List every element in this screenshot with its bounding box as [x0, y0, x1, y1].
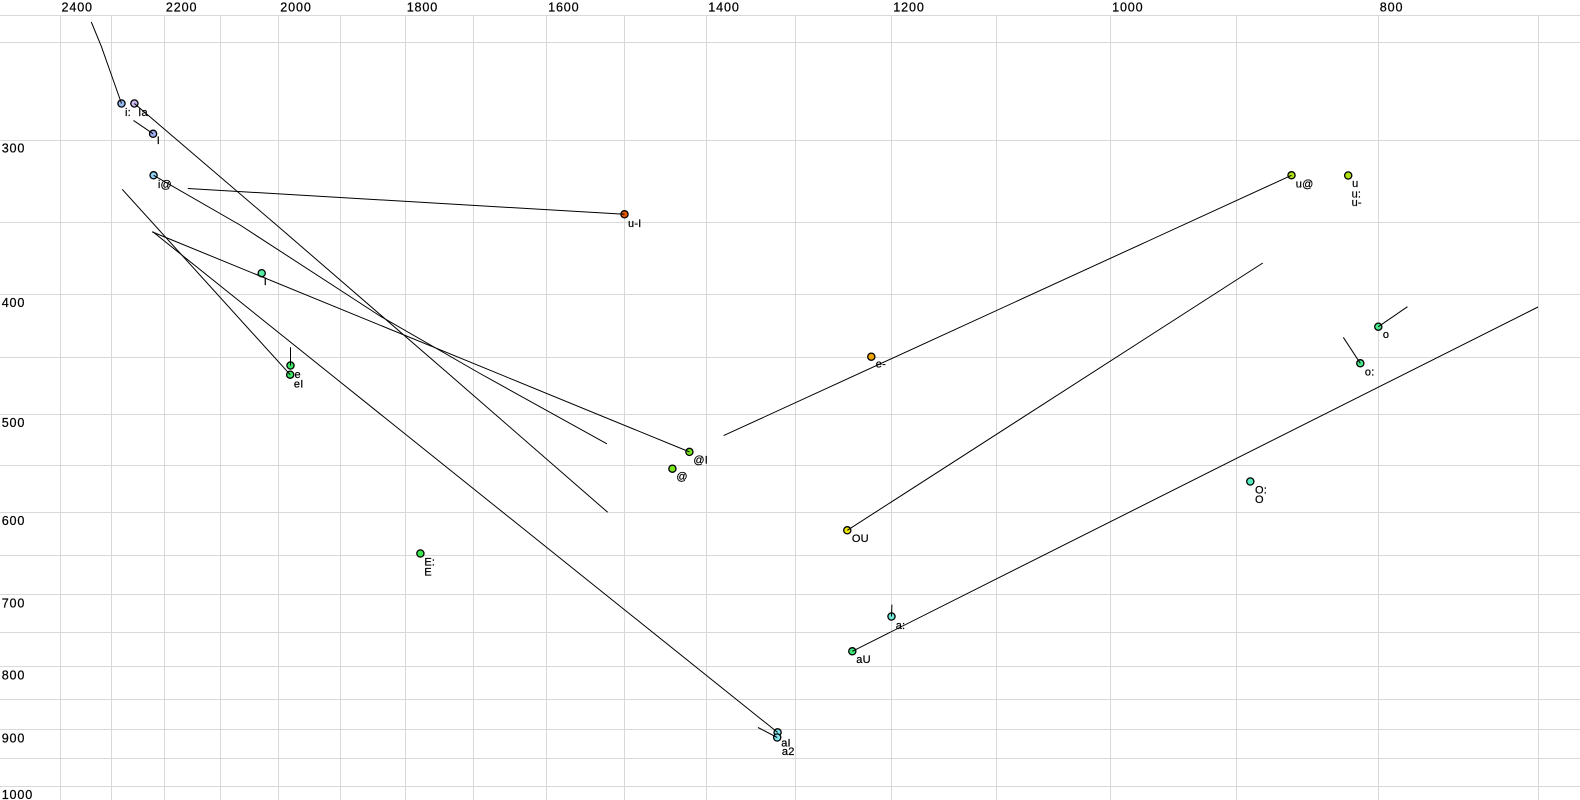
- svg-text:I: I: [157, 135, 160, 147]
- svg-text:eI: eI: [294, 378, 304, 390]
- svg-text:u-I: u-I: [628, 218, 641, 230]
- svg-text:u:: u:: [1352, 189, 1362, 201]
- svg-text:e-: e-: [876, 359, 886, 371]
- svg-text:OU: OU: [852, 533, 869, 545]
- svg-text:300: 300: [2, 142, 26, 156]
- svg-text:e: e: [295, 369, 301, 381]
- svg-text:o: o: [1383, 329, 1389, 341]
- svg-text:800: 800: [2, 668, 26, 682]
- svg-text:aI: aI: [781, 738, 791, 750]
- svg-text:I: I: [264, 276, 267, 288]
- svg-text:i:: i:: [125, 107, 131, 119]
- svg-text:u@: u@: [1296, 179, 1314, 191]
- svg-text:o:: o:: [1365, 367, 1375, 379]
- svg-text:800: 800: [1380, 1, 1404, 15]
- svg-text:600: 600: [2, 514, 26, 528]
- svg-text:2200: 2200: [166, 1, 197, 15]
- svg-text:1000: 1000: [1112, 1, 1143, 15]
- svg-text:700: 700: [2, 597, 26, 611]
- svg-text:900: 900: [2, 732, 26, 746]
- svg-text:500: 500: [2, 416, 26, 430]
- svg-text:E:: E:: [424, 556, 435, 568]
- svg-text:1400: 1400: [708, 1, 739, 15]
- svg-text:@I: @I: [693, 454, 708, 466]
- svg-text:E: E: [424, 566, 432, 578]
- svg-text:400: 400: [2, 296, 26, 310]
- svg-text:@: @: [676, 471, 687, 483]
- svg-text:1200: 1200: [893, 1, 924, 15]
- svg-text:a:: a:: [896, 620, 906, 632]
- svg-text:1000: 1000: [2, 788, 33, 800]
- svg-text:u-: u-: [1352, 197, 1362, 209]
- svg-text:u: u: [1352, 178, 1358, 190]
- svg-text:aU: aU: [856, 654, 870, 666]
- svg-text:1600: 1600: [548, 1, 579, 15]
- svg-text:a2: a2: [782, 746, 795, 758]
- svg-text:2400: 2400: [62, 1, 93, 15]
- svg-text:O:: O:: [1255, 484, 1267, 496]
- svg-text:1800: 1800: [407, 1, 438, 15]
- svg-text:i@: i@: [158, 179, 172, 191]
- svg-text:Ia: Ia: [138, 107, 148, 119]
- svg-text:O: O: [1255, 494, 1264, 506]
- svg-text:2000: 2000: [280, 1, 311, 15]
